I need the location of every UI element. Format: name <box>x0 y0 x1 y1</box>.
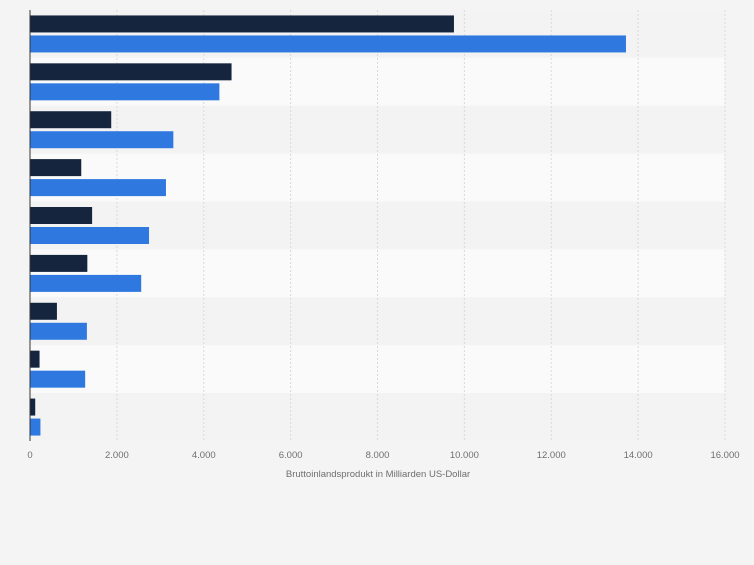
bar <box>30 370 86 388</box>
bar <box>30 179 166 197</box>
x-axis-label: Bruttoinlandsprodukt in Milliarden US-Do… <box>286 469 470 480</box>
row-bands <box>30 10 725 441</box>
bar <box>30 83 220 101</box>
row-band <box>30 345 725 394</box>
bar <box>30 63 232 81</box>
bar <box>30 111 112 129</box>
bar <box>30 418 41 436</box>
bar <box>30 274 142 292</box>
bar <box>30 254 88 272</box>
x-tick-label: 4.000 <box>192 450 216 461</box>
bar <box>30 398 36 416</box>
row-band <box>30 393 725 441</box>
bar <box>30 15 454 33</box>
x-tick-label: 10.000 <box>450 450 479 461</box>
bar <box>30 207 93 224</box>
x-tick-label: 2.000 <box>105 450 129 461</box>
x-axis-ticks: 0 2.000 4.000 6.000 8.000 10.000 12.000 14.000 1… <box>27 450 739 461</box>
bar <box>30 227 150 244</box>
x-tick-label: 12.000 <box>537 450 566 461</box>
bar <box>30 131 174 149</box>
bar <box>30 302 57 320</box>
x-tick-label: 8.000 <box>366 450 390 461</box>
x-tick-label: 6.000 <box>279 450 303 461</box>
bar <box>30 322 87 340</box>
bar <box>30 35 626 53</box>
row-band <box>30 297 725 346</box>
bar <box>30 350 40 368</box>
x-tick-label: 0 <box>27 450 32 461</box>
x-tick-label: 16.000 <box>710 450 739 461</box>
bar <box>30 159 82 177</box>
x-tick-label: 14.000 <box>624 450 653 461</box>
bars <box>30 15 626 436</box>
row-band <box>30 249 725 298</box>
